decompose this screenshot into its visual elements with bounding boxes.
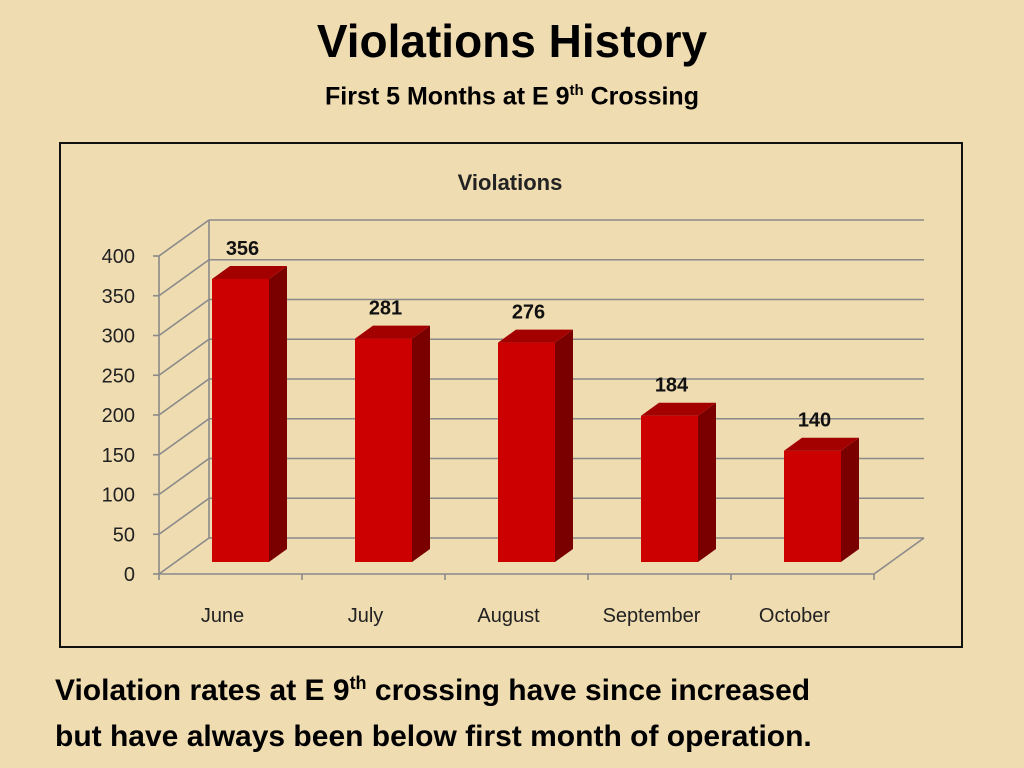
bar-october	[784, 437, 859, 562]
category-label: September	[603, 605, 701, 627]
caption-line1-pre: Violation rates at E 9	[55, 674, 350, 707]
subtitle-sup: th	[569, 82, 584, 99]
gridline-side	[158, 378, 210, 416]
subtitle-pre: First 5 Months at E 9	[325, 82, 570, 111]
slide-title: Violations History	[316, 15, 708, 67]
bar-side	[698, 402, 716, 562]
y-tick-label: 200	[102, 405, 135, 427]
bar-june	[212, 265, 287, 562]
bar-top	[498, 329, 573, 343]
data-label: 281	[369, 298, 402, 320]
data-label: 184	[655, 375, 689, 397]
category-label: July	[348, 605, 384, 627]
bar-front	[355, 338, 412, 562]
y-tick-label: 0	[124, 564, 135, 586]
bar-top	[355, 325, 430, 339]
bar-side	[412, 325, 430, 562]
gridline-side	[158, 537, 210, 575]
gridline-side	[158, 259, 210, 297]
y-tick-label: 400	[102, 246, 135, 268]
y-tick-label: 350	[102, 286, 135, 308]
chart-title: Violations	[458, 170, 563, 195]
caption-line-2: but have always been below first month o…	[55, 720, 812, 753]
category-label: October	[759, 605, 830, 627]
gridline-side	[158, 418, 210, 456]
violations-bar-chart: Violations 0 50 100 150 200 250 300 350 400 356 Ju…	[102, 170, 925, 627]
y-tick-label: 300	[102, 326, 135, 348]
data-label: 140	[798, 410, 831, 432]
bar-top	[212, 265, 287, 279]
labels-layer: 0 50 100 150 200 250 300 350 400 356 June 281 July 27…	[102, 238, 832, 627]
caption-line-1: Violation rates at E 9th crossing have s…	[55, 660, 1015, 714]
gridline-side	[158, 219, 210, 257]
bars-layer	[212, 265, 859, 562]
chart-frame	[59, 142, 963, 648]
y-tick-label: 50	[113, 524, 135, 546]
category-label: August	[477, 605, 540, 627]
bar-front	[498, 342, 555, 562]
caption: Violation rates at E 9th crossing have s…	[55, 660, 1015, 760]
gridline-side	[158, 298, 210, 337]
bar-front	[641, 415, 698, 562]
bar-august	[498, 329, 573, 562]
bar-top	[641, 402, 716, 416]
bar-july	[355, 325, 430, 562]
bar-top	[784, 437, 859, 451]
data-label: 276	[512, 302, 545, 324]
category-label: June	[201, 605, 244, 627]
bar-side	[841, 437, 859, 562]
data-label: 356	[226, 238, 259, 260]
bar-front	[784, 450, 841, 562]
bar-september	[641, 402, 716, 562]
bar-front	[212, 278, 269, 562]
subtitle-post: Crossing	[583, 82, 699, 111]
gridline-side	[158, 497, 210, 535]
bar-side	[555, 329, 573, 562]
bar-side	[269, 265, 287, 562]
y-tick-label: 100	[102, 485, 135, 507]
floor-edge	[873, 537, 925, 575]
caption-line1-post: crossing have since increased	[366, 674, 811, 707]
slide-subtitle: First 5 Months at E 9th Crossing	[0, 82, 1024, 111]
gridline-side	[158, 457, 210, 496]
y-tick-label: 250	[102, 365, 135, 387]
y-tick-label: 150	[102, 445, 135, 467]
gridline-side	[158, 338, 210, 376]
caption-sup: th	[349, 673, 367, 693]
